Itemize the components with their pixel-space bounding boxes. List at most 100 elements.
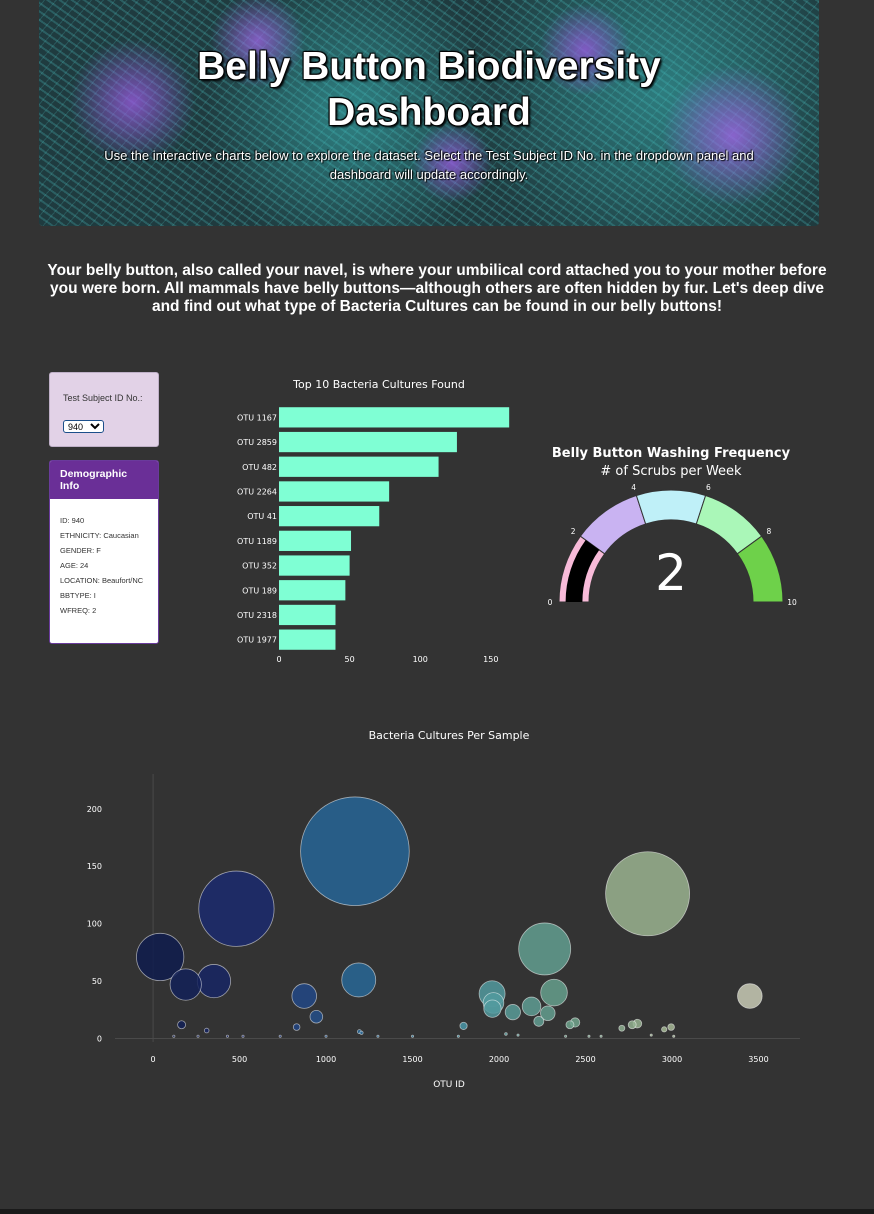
washing-frequency-gauge[interactable]: Belly Button Washing Frequency # of Scrub… [530, 440, 820, 620]
bar-category-label: OTU 189 [242, 586, 277, 595]
demo-location: LOCATION: Beaufort/NC [60, 576, 144, 585]
page-bottom-edge [0, 1209, 874, 1214]
subject-selector-label: Test Subject ID No.: [63, 393, 143, 403]
bubble-18 [309, 1009, 324, 1024]
bubble-46 [456, 1034, 460, 1038]
demo-ethnicity: ETHNICITY: Caucasian [60, 531, 139, 540]
demographic-info-body: ID: 940 ETHNICITY: Caucasian GENDER: F A… [50, 499, 158, 615]
bar-x-tick-label: 50 [345, 655, 355, 664]
bubble-28 [618, 1024, 626, 1032]
bubble-14 [521, 996, 542, 1017]
bubble-43 [225, 1034, 229, 1038]
bubble-47 [564, 1034, 568, 1038]
bubble-23 [565, 1020, 575, 1030]
bubble-x-tick-label: 3000 [662, 1055, 682, 1064]
bubble-36 [324, 1034, 328, 1038]
demo-id: ID: 940 [60, 516, 85, 525]
bubble-6 [341, 962, 377, 998]
bubble-x-tick-label: 3500 [748, 1055, 768, 1064]
bubble-34 [516, 1033, 520, 1037]
demographic-info-panel: Demographic Info ID: 940 ETHNICITY: Cauc… [49, 460, 159, 644]
bar-category-label: OTU 2859 [237, 438, 277, 447]
bar-7 [279, 555, 350, 576]
bar-category-label: OTU 482 [242, 463, 277, 472]
gauge-tick-label: 2 [571, 527, 576, 536]
demo-gender: GENDER: F [60, 546, 101, 555]
gauge-tick-label: 6 [706, 483, 711, 492]
bar-category-label: OTU 2264 [237, 487, 277, 496]
bubble-x-tick-label: 1000 [316, 1055, 336, 1064]
bubble-29 [661, 1026, 668, 1033]
subject-id-dropdown[interactable]: 940 [63, 420, 104, 433]
bubble-25 [459, 1021, 468, 1030]
bubble-48 [672, 1034, 676, 1038]
bubble-7 [196, 964, 232, 999]
bubble-y-tick-label: 150 [87, 862, 102, 871]
bar-category-label: OTU 1977 [237, 636, 277, 645]
bubble-x-tick-label: 1500 [402, 1055, 422, 1064]
bubble-y-tick-label: 200 [87, 805, 102, 814]
bar-x-tick-label: 100 [413, 655, 428, 664]
bubble-12 [737, 983, 763, 1009]
bubble-32 [359, 1030, 364, 1035]
gauge-tick-label: 8 [767, 527, 772, 536]
bubble-40 [599, 1034, 603, 1038]
bubble-2 [605, 851, 691, 937]
bubble-17 [540, 1005, 556, 1022]
gauge-tick-label: 10 [787, 598, 797, 607]
bubble-30 [203, 1027, 210, 1034]
bubble-x-tick-label: 0 [151, 1055, 156, 1064]
bubble-44 [241, 1034, 245, 1038]
bubble-x-tick-label: 2500 [575, 1055, 595, 1064]
bar-x-tick-label: 150 [483, 655, 498, 664]
header-banner: Belly Button Biodiversity Dashboard Use … [39, 0, 819, 226]
gauge-tick-label: 0 [548, 598, 553, 607]
bubble-1 [300, 796, 410, 907]
bubble-11 [291, 983, 317, 1009]
bar-chart-title: Top 10 Bacteria Cultures Found [292, 378, 465, 391]
demo-bbtype: BBTYPE: I [60, 591, 96, 600]
bubble-22 [177, 1020, 186, 1030]
bar-category-label: OTU 352 [242, 562, 277, 571]
gauge-value-bar [565, 540, 600, 602]
bubble-x-axis-label: OTU ID [433, 1080, 465, 1090]
bar-10 [279, 629, 336, 650]
demo-wfreq: WFREQ: 2 [60, 606, 97, 615]
top10-bar-chart[interactable]: Top 10 Bacteria Cultures Found OTU 1167 OT… [222, 372, 522, 672]
bubble-41 [172, 1034, 176, 1038]
bar-4 [279, 481, 390, 502]
bubble-x-tick-label: 2000 [489, 1055, 509, 1064]
bar-1 [279, 407, 510, 428]
bubble-4 [518, 922, 572, 976]
gauge-title: Belly Button Washing Frequency [552, 446, 791, 461]
bubble-8 [169, 968, 202, 1001]
bar-2 [279, 431, 457, 453]
bar-5 [279, 506, 380, 527]
demo-age: AGE: 24 [60, 561, 89, 570]
bubble-19 [533, 1015, 545, 1027]
bubble-chart-title: Bacteria Cultures Per Sample [369, 729, 530, 742]
page-subtitle: Use the interactive charts below to expl… [104, 148, 754, 182]
bar-9 [279, 604, 336, 626]
bar-category-label: OTU 41 [247, 512, 277, 521]
bubble-y-tick-label: 50 [92, 977, 102, 986]
bubble-5 [136, 932, 185, 982]
gauge-value-number: 2 [655, 544, 687, 602]
bubble-16 [504, 1004, 521, 1021]
bar-3 [279, 456, 439, 477]
bubble-chart[interactable]: Bacteria Cultures Per Sample 0 50 100 150 200… [70, 722, 830, 1102]
page-title: Belly Button Biodiversity Dashboard [197, 45, 661, 134]
bar-category-label: OTU 2318 [237, 611, 277, 620]
bubble-15 [483, 999, 502, 1018]
gauge-step-5 [736, 535, 784, 603]
gauge-subtitle: # of Scrubs per Week [600, 464, 742, 479]
bar-x-tick-label: 0 [276, 655, 281, 664]
bubble-27 [667, 1023, 675, 1031]
bubble-24 [627, 1020, 637, 1030]
bar-8 [279, 580, 346, 601]
gauge-tick-label: 4 [631, 483, 636, 492]
bubble-37 [376, 1034, 380, 1038]
bubble-42 [196, 1034, 200, 1038]
bar-6 [279, 530, 352, 551]
bubble-35 [649, 1033, 653, 1037]
